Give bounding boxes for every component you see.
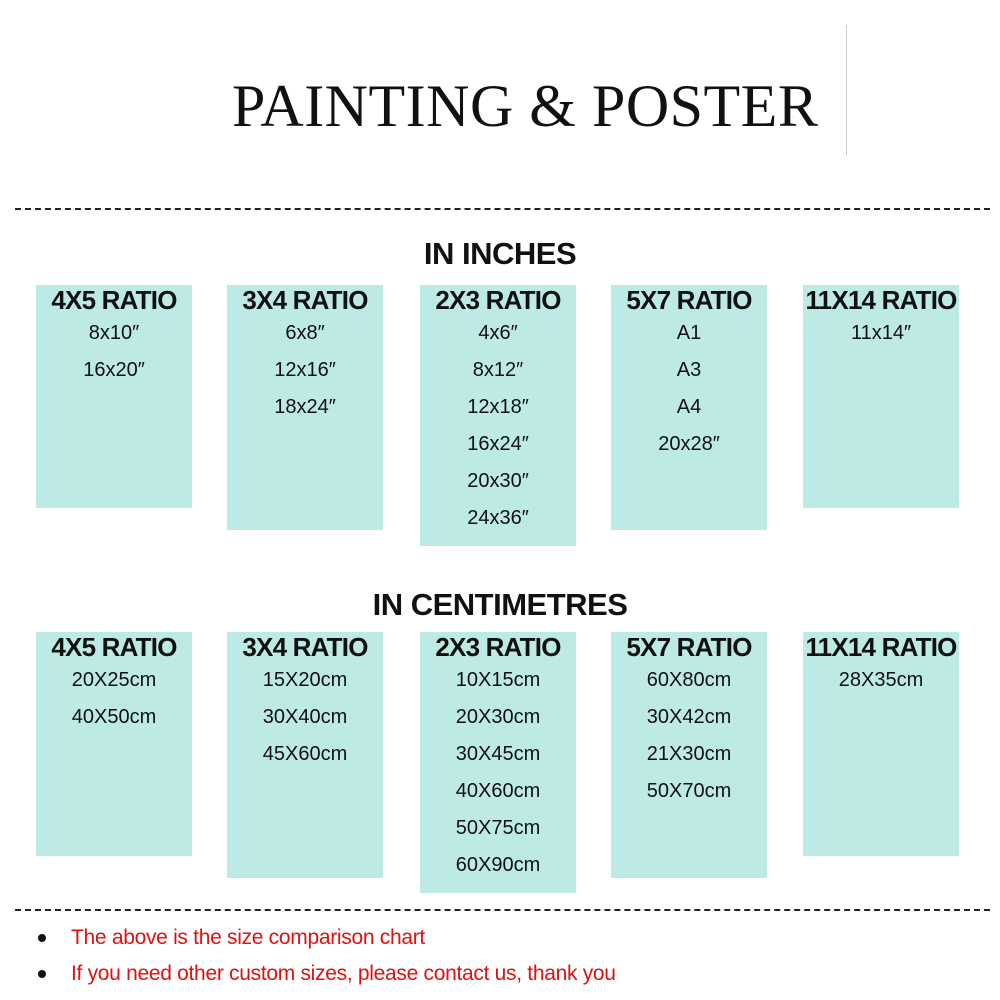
- ratio-box: 4X5 RATIO 20X25cm 40X50cm: [36, 632, 192, 856]
- centimetres-heading: IN CENTIMETRES: [372, 587, 628, 622]
- ratio-heading: 11X14 RATIO: [805, 285, 957, 315]
- ratio-box: 5X7 RATIO 60X80cm 30X42cm 21X30cm 50X70cm: [611, 632, 767, 878]
- size-item: 6x8″: [285, 322, 325, 344]
- ratio-heading: 4X5 RATIO: [51, 632, 177, 662]
- ratio-heading: 4X5 RATIO: [51, 285, 177, 315]
- note-item: The above is the size comparison chart: [34, 920, 616, 956]
- note-text: The above is the size comparison chart: [71, 926, 425, 949]
- size-item: 30X40cm: [262, 706, 348, 728]
- size-item: 12x16″: [274, 359, 336, 381]
- inches-heading: IN INCHES: [423, 236, 577, 271]
- ratio-box: 2X3 RATIO 10X15cm 20X30cm 30X45cm 40X60cm 50X…: [420, 632, 576, 893]
- ratio-box: 2X3 RATIO 4x6″ 8x12″ 12x18″ 16x24″ 20x30″ 24x3…: [420, 285, 576, 546]
- ratio-box: 5X7 RATIO A1 A3 A4 20x28″: [611, 285, 767, 530]
- size-item: A3: [676, 359, 702, 381]
- size-item: 20x30″: [467, 470, 529, 492]
- size-item: 12x18″: [467, 396, 529, 418]
- size-item: 10X15cm: [455, 669, 541, 691]
- ratio-heading: 2X3 RATIO: [435, 285, 561, 315]
- note-item: If you need other custom sizes, please c…: [34, 956, 616, 992]
- size-item: 30X42cm: [646, 706, 732, 728]
- bullet-icon: [38, 970, 46, 978]
- size-item: 21X30cm: [646, 743, 732, 765]
- size-item: 60X90cm: [455, 854, 541, 876]
- size-item: 28X35cm: [838, 669, 924, 691]
- bullet-icon: [38, 934, 46, 942]
- size-item: 16x20″: [83, 359, 145, 381]
- ratio-heading: 3X4 RATIO: [242, 285, 368, 315]
- size-item: 50X70cm: [646, 780, 732, 802]
- ratio-box: 4X5 RATIO 8x10″ 16x20″: [36, 285, 192, 508]
- size-item: 50X75cm: [455, 817, 541, 839]
- size-item: 11x14″: [850, 322, 912, 344]
- dashed-divider-bottom: [15, 909, 990, 911]
- ratio-heading: 5X7 RATIO: [626, 285, 752, 315]
- size-item: 8x12″: [472, 359, 524, 381]
- ratio-box: 3X4 RATIO 6x8″ 12x16″ 18x24″: [227, 285, 383, 530]
- notes-list: The above is the size comparison chart I…: [34, 920, 616, 992]
- size-item: 60X80cm: [646, 669, 732, 691]
- size-item: 40X50cm: [71, 706, 157, 728]
- ratio-heading: 3X4 RATIO: [242, 632, 368, 662]
- size-item: 24x36″: [467, 507, 529, 529]
- ratio-heading: 11X14 RATIO: [805, 632, 957, 662]
- note-text: If you need other custom sizes, please c…: [71, 962, 616, 985]
- size-item: 8x10″: [88, 322, 140, 344]
- size-item: 15X20cm: [262, 669, 348, 691]
- ratio-heading: 2X3 RATIO: [435, 632, 561, 662]
- size-item: 18x24″: [274, 396, 336, 418]
- ratio-box: 3X4 RATIO 15X20cm 30X40cm 45X60cm: [227, 632, 383, 878]
- size-item: A1: [676, 322, 702, 344]
- ratio-heading: 5X7 RATIO: [626, 632, 752, 662]
- size-item: 30X45cm: [455, 743, 541, 765]
- size-item: 4x6″: [478, 322, 518, 344]
- size-item: 16x24″: [467, 433, 529, 455]
- size-item: A4: [676, 396, 702, 418]
- size-item: 45X60cm: [262, 743, 348, 765]
- dashed-divider-top: [15, 208, 990, 210]
- size-item: 20X30cm: [455, 706, 541, 728]
- size-item: 40X60cm: [455, 780, 541, 802]
- page-title: PAINTING & POSTER: [232, 73, 819, 139]
- size-item: 20X25cm: [71, 669, 157, 691]
- divider: [846, 25, 847, 155]
- ratio-box: 11X14 RATIO 28X35cm: [803, 632, 959, 856]
- ratio-box: 11X14 RATIO 11x14″: [803, 285, 959, 508]
- size-item: 20x28″: [658, 433, 720, 455]
